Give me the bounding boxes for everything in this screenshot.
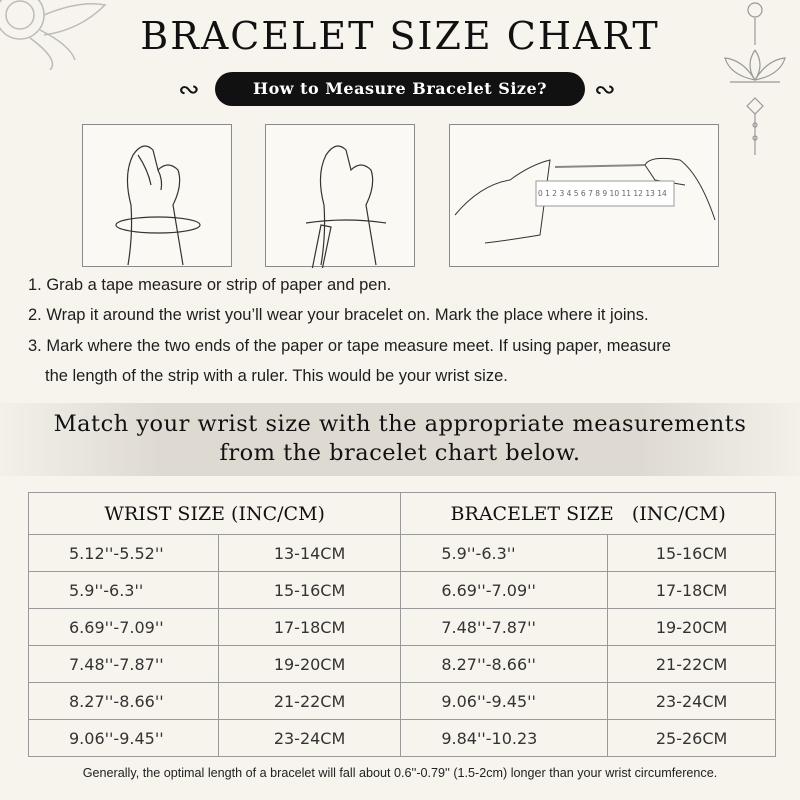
- wrist-cm-cell: 17-18CM: [217, 608, 402, 646]
- bracelet-cm-cell: 23-24CM: [607, 682, 776, 720]
- wrist-inches-cell: 9.06''-9.45'': [28, 719, 219, 757]
- wrist-inches-cell: 8.27''-8.66'': [28, 682, 219, 720]
- wrist-inches-cell: 7.48''-7.87'': [28, 645, 219, 683]
- table-row: 5.9''-6.3'' 15-16CM 6.69''-7.09'' 17-18CM: [28, 571, 776, 609]
- subtitle-pill: How to Measure Bracelet Size?: [215, 72, 585, 106]
- table-row: 5.12''-5.52'' 13-14CM 5.9''-6.3'' 15-16CM: [28, 534, 776, 572]
- page-title: BRACELET SIZE CHART: [140, 14, 660, 58]
- step-3: 3. Mark where the two ends of the paper …: [28, 337, 671, 355]
- bracelet-inches-cell: 8.27''-8.66'': [400, 645, 609, 683]
- left-swirl-ornament-icon: ∾: [178, 74, 200, 104]
- wrist-cm-cell: 21-22CM: [217, 682, 402, 720]
- wrist-cm-cell: 19-20CM: [217, 645, 402, 683]
- table-header-row: WRIST SIZE (INC/CM) BRACELET SIZE (INC/C…: [27, 492, 776, 535]
- wrist-size-header: WRIST SIZE (INC/CM): [27, 492, 402, 535]
- bracelet-cm-cell: 25-26CM: [607, 719, 776, 757]
- bracelet-cm-cell: 21-22CM: [607, 645, 776, 683]
- size-table: WRIST SIZE (INC/CM) BRACELET SIZE (INC/C…: [27, 492, 776, 757]
- match-banner: Match your wrist size with the appropria…: [0, 403, 800, 476]
- wrist-cm-cell: 13-14CM: [217, 534, 402, 572]
- match-line-1: Match your wrist size with the appropria…: [53, 411, 747, 437]
- ruler-measure-icon: 0 1 2 3 4 5 6 7 8 9 10 11 12 13 14: [454, 157, 716, 244]
- wrist-inches-cell: 5.9''-6.3'': [28, 571, 219, 609]
- bracelet-cm-cell: 19-20CM: [607, 608, 776, 646]
- mandala-ornament-icon: [0, 0, 107, 70]
- footnote: Generally, the optimal length of a brace…: [82, 766, 718, 780]
- ruler-numbers: 0 1 2 3 4 5 6 7 8 9 10 11 12 13 14: [538, 189, 667, 198]
- illustration-hand-mark: [265, 124, 415, 276]
- wrist-inches-cell: 6.69''-7.09'': [28, 608, 219, 646]
- hand-mark-icon: [305, 145, 387, 276]
- wrist-cm-cell: 23-24CM: [217, 719, 402, 757]
- lotus-ornament-icon: [724, 2, 786, 155]
- bracelet-inches-cell: 5.9''-6.3'': [400, 534, 609, 572]
- step-3-continued: the length of the strip with a ruler. Th…: [45, 367, 508, 385]
- step-1: 1. Grab a tape measure or strip of paper…: [28, 276, 392, 294]
- bracelet-cm-cell: 17-18CM: [607, 571, 776, 609]
- bracelet-inches-cell: 9.06''-9.45'': [400, 682, 609, 720]
- bracelet-inches-cell: 7.48''-7.87'': [400, 608, 609, 646]
- table-row: 8.27''-8.66'' 21-22CM 9.06''-9.45'' 23-24CM: [28, 682, 776, 720]
- illustration-ruler-measure: 0 1 2 3 4 5 6 7 8 9 10 11 12 13 14: [449, 124, 719, 267]
- illustration-hand-wrap: [82, 124, 232, 267]
- bracelet-size-header: BRACELET SIZE (INC/CM): [400, 492, 776, 535]
- step-2: 2. Wrap it around the wrist you’ll wear …: [28, 306, 649, 324]
- match-line-2: from the bracelet chart below.: [219, 440, 581, 466]
- hand-wrap-icon: [115, 145, 201, 266]
- bracelet-cm-cell: 15-16CM: [607, 534, 776, 572]
- wrist-inches-cell: 5.12''-5.52'': [28, 534, 219, 572]
- right-swirl-ornament-icon: ∾: [594, 74, 616, 104]
- bracelet-inches-cell: 9.84''-10.23: [400, 719, 609, 757]
- table-row: 9.06''-9.45'' 23-24CM 9.84''-10.23 25-26CM: [28, 719, 776, 757]
- table-row: 6.69''-7.09'' 17-18CM 7.48''-7.87'' 19-20CM: [28, 608, 776, 646]
- bracelet-inches-cell: 6.69''-7.09'': [400, 571, 609, 609]
- wrist-cm-cell: 15-16CM: [217, 571, 402, 609]
- table-row: 7.48''-7.87'' 19-20CM 8.27''-8.66'' 21-22CM: [28, 645, 776, 683]
